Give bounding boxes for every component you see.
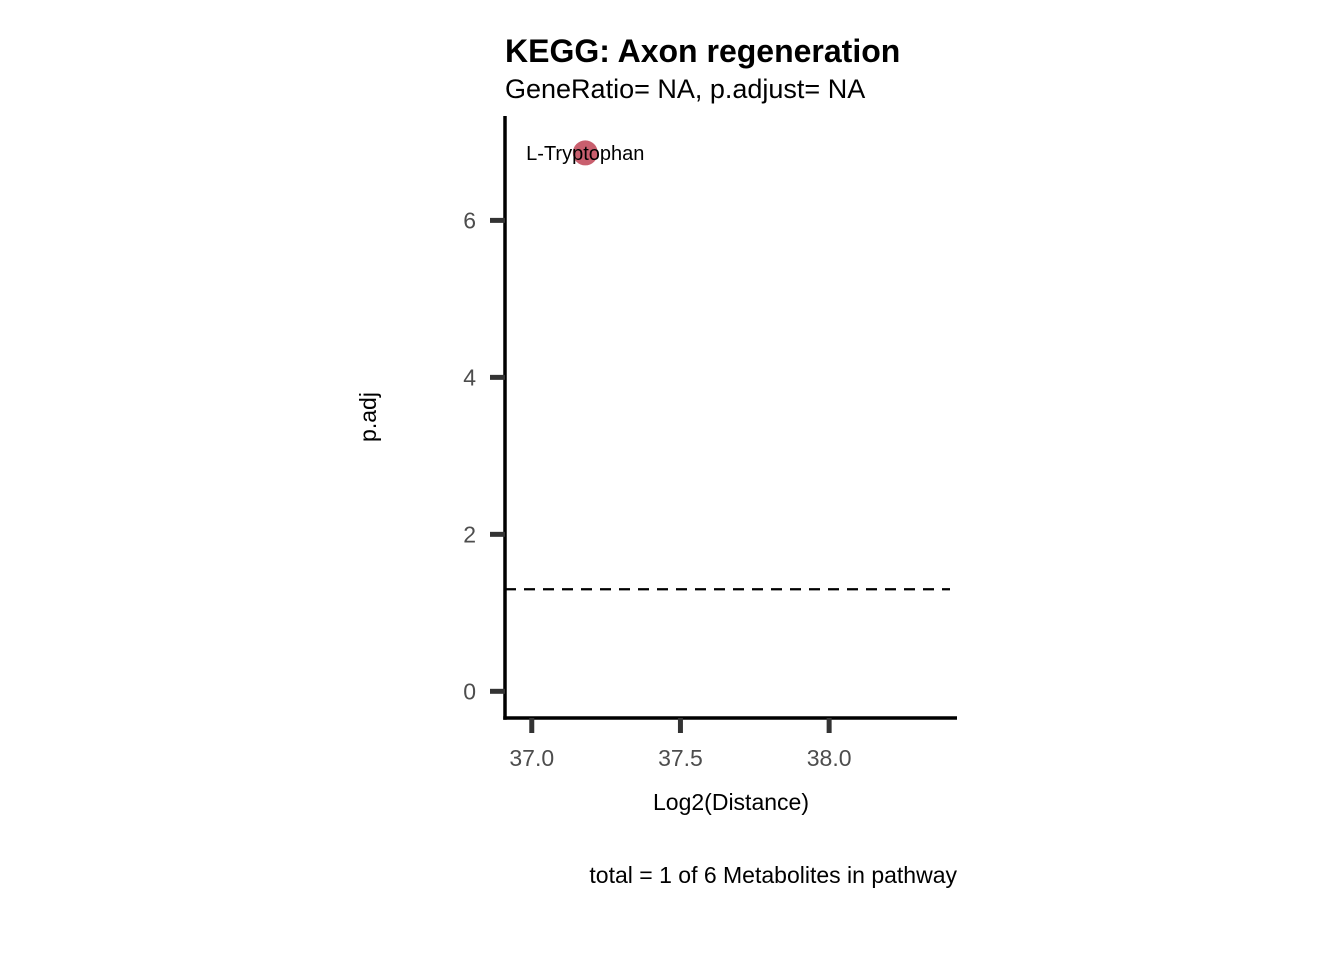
y-tick-label: 4 (463, 364, 476, 390)
y-tick-label: 0 (463, 678, 476, 704)
x-tick-label: 37.0 (509, 745, 554, 771)
y-axis-label: p.adj (355, 392, 381, 442)
y-tick-label: 6 (463, 207, 476, 233)
chart-caption: total = 1 of 6 Metabolites in pathway (589, 862, 957, 888)
plot-area: 0 2 4 6 37.0 37.5 38.0 L-Tryptophan (463, 116, 957, 771)
data-point (572, 140, 598, 166)
y-tick-label: 2 (463, 521, 476, 547)
chart-subtitle: GeneRatio= NA, p.adjust= NA (505, 74, 865, 104)
x-tick-label: 38.0 (807, 745, 852, 771)
x-axis-label: Log2(Distance) (653, 789, 809, 815)
chart-title: KEGG: Axon regeneration (505, 33, 900, 69)
data-point-label: L-Tryptophan (526, 143, 644, 165)
x-tick-label: 37.5 (658, 745, 703, 771)
